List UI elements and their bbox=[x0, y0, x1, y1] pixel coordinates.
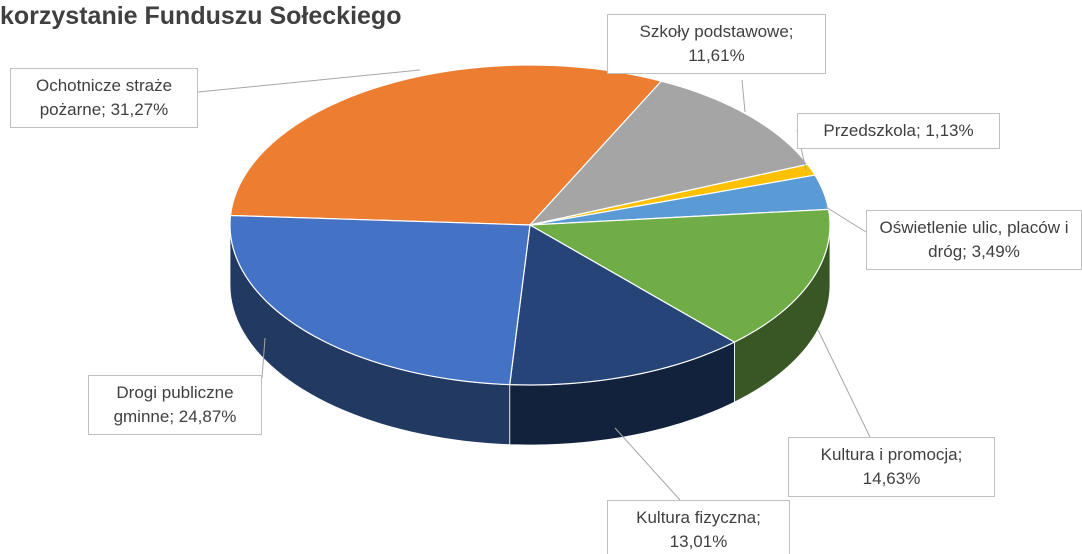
leader-line bbox=[741, 79, 746, 113]
slice bbox=[509, 224, 736, 386]
leader-line bbox=[197, 69, 421, 93]
slice bbox=[527, 208, 831, 343]
chart-title: korzystanie Funduszu Sołeckiego bbox=[0, 2, 402, 30]
slice bbox=[529, 174, 830, 226]
data-label: Oświetlenie ulic, placów i dróg; 3,49% bbox=[866, 210, 1082, 270]
leader-line bbox=[817, 329, 871, 438]
leader-line bbox=[825, 206, 867, 233]
data-label: Przedszkola; 1,13% bbox=[797, 113, 1000, 149]
leader-line bbox=[261, 337, 266, 379]
data-label: Szkoły podstawowe; 11,61% bbox=[607, 14, 826, 74]
data-label: Ochotnicze straże pożarne; 31,27% bbox=[10, 68, 198, 128]
data-label: Kultura i promocja; 14,63% bbox=[788, 437, 995, 497]
data-label: Drogi publiczne gminne; 24,87% bbox=[88, 375, 262, 435]
slice bbox=[229, 64, 663, 226]
slice bbox=[528, 80, 809, 226]
slice bbox=[229, 214, 531, 386]
leader-line bbox=[614, 427, 681, 501]
data-label: Kultura fizyczna; 13,01% bbox=[607, 500, 790, 554]
